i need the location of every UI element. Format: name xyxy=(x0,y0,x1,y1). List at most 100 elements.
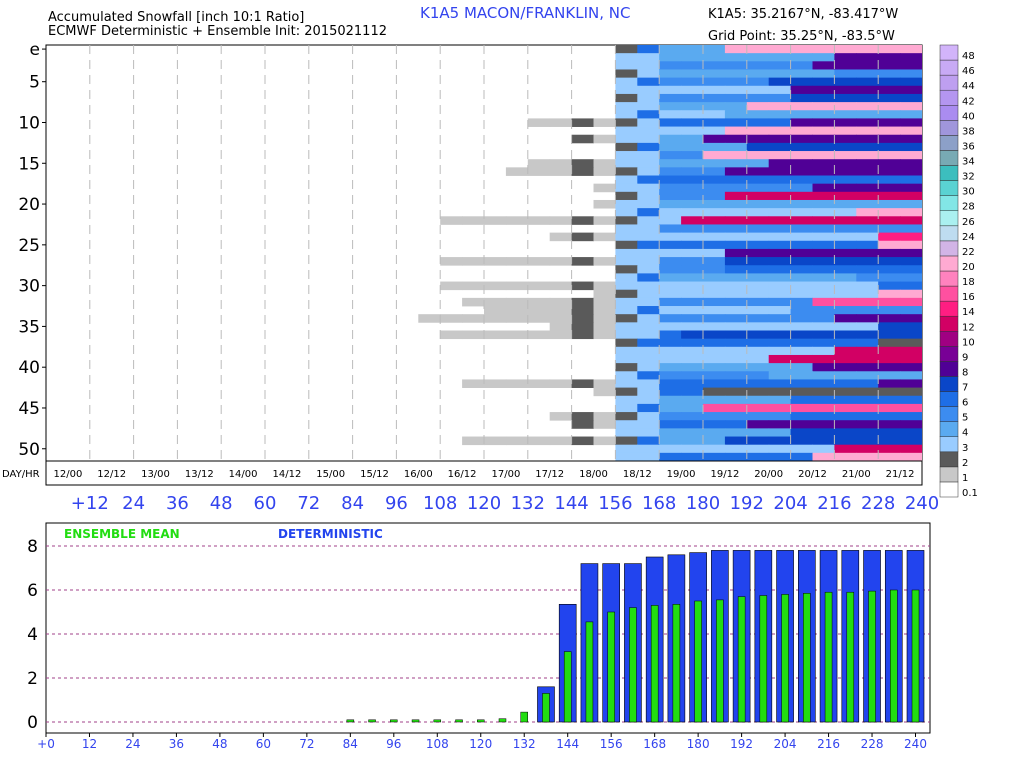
heatmap-cell xyxy=(703,134,726,144)
heatmap-cell xyxy=(659,281,682,291)
heatmap-cell xyxy=(571,159,594,168)
heatmap-cell xyxy=(593,199,616,209)
heatmap-cell xyxy=(834,159,857,168)
day-hour-tick-label: 21/00 xyxy=(842,469,871,480)
heatmap-cell xyxy=(593,167,616,176)
day-hour-tick-label: 16/12 xyxy=(448,469,477,480)
colorbar-swatch xyxy=(939,135,959,151)
heatmap-cell xyxy=(505,297,529,307)
heatmap-cell xyxy=(615,69,638,79)
heatmap-cell xyxy=(681,436,704,446)
heatmap-cell xyxy=(812,387,835,397)
heatmap-cell xyxy=(593,216,616,225)
colorbar-swatch xyxy=(939,105,959,121)
heatmap-cell xyxy=(900,224,922,234)
heatmap-cell xyxy=(659,167,682,176)
heatmap-cell xyxy=(812,395,835,405)
heatmap-cell xyxy=(637,412,660,421)
heatmap-cell xyxy=(768,199,792,209)
forecast-hour-label: 120 xyxy=(467,493,501,514)
heatmap-cell xyxy=(637,420,660,429)
heatmap-cell xyxy=(659,93,682,103)
ensemble-mean-bar xyxy=(650,605,659,723)
bar-y-tick-label: 6 xyxy=(27,581,38,601)
heatmap-cell xyxy=(790,444,813,454)
heatmap-cell xyxy=(878,338,901,348)
day-hour-tick-label: 12/12 xyxy=(97,469,126,480)
heatmap-cell xyxy=(637,346,660,356)
heatmap-cell xyxy=(834,306,857,315)
heatmap-cell xyxy=(746,330,770,340)
heatmap-cell xyxy=(768,379,792,388)
heatmap-cell xyxy=(505,306,529,315)
colorbar-swatch xyxy=(939,195,959,211)
colorbar-label: 3 xyxy=(962,443,968,454)
heatmap-cell xyxy=(571,281,594,291)
member-axis-label: 40 xyxy=(18,358,40,378)
heatmap-cell xyxy=(703,159,726,168)
heatmap-cell xyxy=(790,257,813,266)
heatmap-cell xyxy=(724,436,748,446)
heatmap-cell xyxy=(462,281,485,291)
heatmap-cell xyxy=(812,297,835,307)
day-hour-tick-label: 15/12 xyxy=(360,469,389,480)
heatmap-cell xyxy=(615,403,638,413)
heatmap-cell xyxy=(768,387,792,397)
heatmap-cell xyxy=(856,183,879,193)
heatmap-cell xyxy=(659,248,682,258)
heatmap-cell xyxy=(659,436,682,446)
heatmap-cell xyxy=(812,126,835,136)
heatmap-cell xyxy=(746,45,770,54)
heatmap-cell xyxy=(768,85,792,95)
bar-x-tick-label: 96 xyxy=(386,737,401,751)
heatmap-cell xyxy=(768,338,792,348)
heatmap-cell xyxy=(812,183,835,193)
heatmap-cell xyxy=(637,45,660,54)
heatmap-cell xyxy=(790,403,813,413)
heatmap-cell xyxy=(615,183,638,193)
heatmap-cell xyxy=(724,232,748,242)
heatmap-cell xyxy=(615,338,638,348)
heatmap-cell xyxy=(637,61,660,70)
forecast-hour-label: 216 xyxy=(817,493,851,514)
heatmap-cell xyxy=(900,387,922,397)
heatmap-cell xyxy=(900,191,922,201)
heatmap-cell xyxy=(790,134,813,144)
heatmap-cell xyxy=(812,322,835,331)
heatmap-cell xyxy=(615,45,638,54)
heatmap-cell xyxy=(681,159,704,168)
bar-x-tick-label: 144 xyxy=(556,737,579,751)
heatmap-cell xyxy=(856,224,879,234)
heatmap-cell xyxy=(549,379,573,388)
heatmap-cell xyxy=(812,142,835,152)
heatmap-cell xyxy=(724,289,748,299)
heatmap-cell xyxy=(878,257,901,266)
colorbar-label: 32 xyxy=(962,172,975,183)
heatmap-cell xyxy=(900,403,922,413)
heatmap-cell xyxy=(615,395,638,405)
bar-x-tick-label: 168 xyxy=(643,737,666,751)
heatmap-cell xyxy=(593,387,616,397)
heatmap-cell xyxy=(768,322,792,331)
heatmap-cell xyxy=(790,412,813,421)
heatmap-cell xyxy=(746,199,770,209)
heatmap-cell xyxy=(812,69,835,79)
heatmap-cell xyxy=(440,314,463,323)
heatmap-cell xyxy=(834,322,857,331)
heatmap-cell xyxy=(900,371,922,380)
ensemble-mean-bar xyxy=(803,593,811,723)
heatmap-cell xyxy=(746,61,770,70)
heatmap-cell xyxy=(637,281,660,291)
heatmap-cell xyxy=(703,126,726,136)
heatmap-cell xyxy=(746,126,770,136)
heatmap-cell xyxy=(856,289,879,299)
forecast-hour-label: 108 xyxy=(423,493,457,514)
forecast-hour-label: 84 xyxy=(341,493,364,514)
heatmap-cell xyxy=(878,77,901,87)
heatmap-cell xyxy=(615,322,638,331)
heatmap-cell xyxy=(812,208,835,217)
heatmap-cell xyxy=(900,444,922,454)
heatmap-cell xyxy=(812,167,835,176)
heatmap-cell xyxy=(790,354,813,364)
heatmap-cell xyxy=(746,306,770,315)
